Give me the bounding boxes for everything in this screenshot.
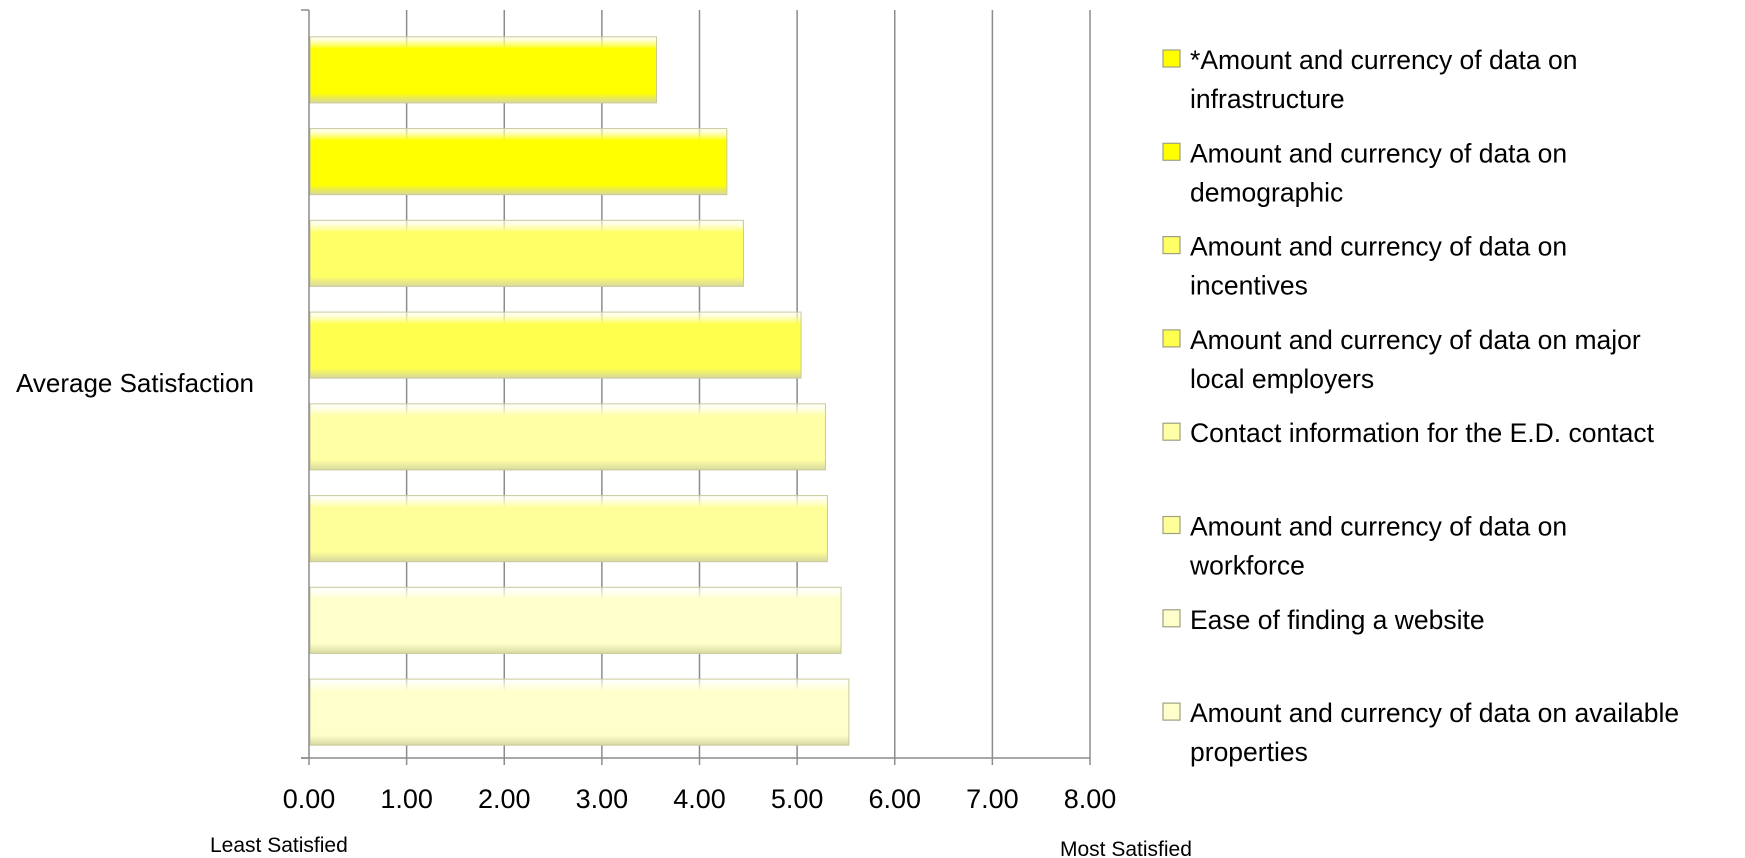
- legend-swatch: [1162, 515, 1181, 535]
- x-tick-label: 0.00: [283, 784, 336, 814]
- legend-swatch: [1162, 142, 1181, 161]
- legend-entry: Amount and currency of data on incentives: [1190, 232, 1567, 301]
- legend-swatch: [1162, 422, 1181, 441]
- legend-entry: Ease of finding a website: [1190, 605, 1485, 635]
- bars: [309, 36, 850, 746]
- bar: [309, 495, 828, 563]
- legend-entry: Amount and currency of data on major loca…: [1190, 325, 1641, 394]
- legend-swatch: [1162, 49, 1181, 68]
- bar: [309, 128, 728, 196]
- x-label-least: Least Satisfied: [210, 834, 348, 857]
- x-tick-label: 4.00: [673, 784, 726, 814]
- x-tick-labels: 0.00 1.00 2.00 3.00 4.00 5.00 6.00 7.00 8.00: [283, 784, 1117, 814]
- x-tick-label: 6.00: [868, 784, 921, 814]
- legend-swatch: [1162, 702, 1181, 721]
- x-tick-label: 2.00: [478, 784, 531, 814]
- legend-swatch: [1162, 236, 1181, 255]
- bar: [309, 311, 802, 379]
- x-tick-label: 1.00: [380, 784, 433, 814]
- bar: [309, 219, 744, 287]
- legend-swatch: [1162, 609, 1181, 628]
- x-tick-label: 7.00: [966, 784, 1019, 814]
- legend-swatch: [1162, 329, 1181, 348]
- bar: [309, 403, 826, 471]
- x-tick-label: 8.00: [1064, 784, 1117, 814]
- legend-entry: Amount and currency of data on available…: [1190, 698, 1679, 767]
- legend-entry: Amount and currency of data on demographi…: [1190, 138, 1567, 207]
- x-tick-label: 3.00: [576, 784, 629, 814]
- legend: *Amount and currency of data on infrastru…: [1162, 45, 1679, 767]
- y-axis-label: Average Satisfaction: [16, 368, 254, 398]
- bar: [309, 586, 842, 654]
- bar: [309, 678, 850, 746]
- x-tick-label: 5.00: [771, 784, 824, 814]
- axes: [301, 9, 1091, 765]
- legend-entry: Amount and currency of data on workforce: [1189, 512, 1567, 581]
- legend-entry: *Amount and currency of data on infrastru…: [1190, 45, 1577, 114]
- legend-entry: Contact information for the E.D. contact: [1190, 418, 1655, 448]
- x-label-most: Most Satisfied: [1060, 838, 1192, 858]
- bar: [309, 36, 658, 104]
